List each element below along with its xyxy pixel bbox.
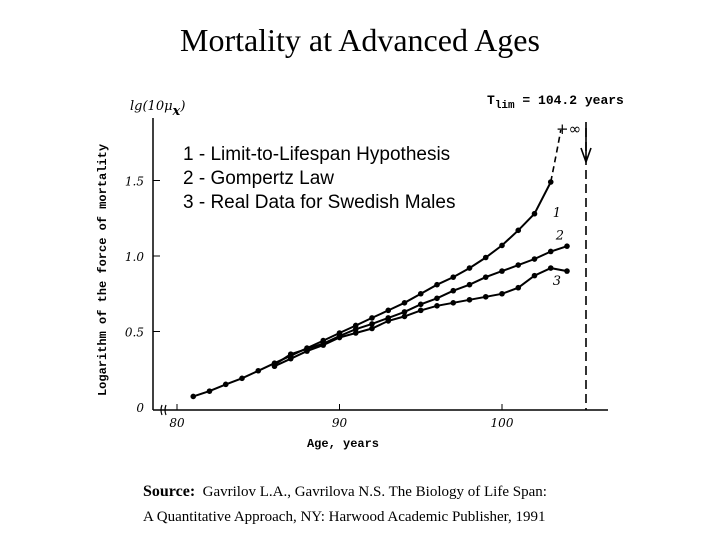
series-2-point [401,309,408,315]
series-1-point [450,274,457,280]
source-line-2: A Quantitative Approach, NY: Harwood Aca… [143,509,546,525]
series-3-point [564,268,570,274]
series-3-point [369,325,375,332]
series-1-line [192,181,552,398]
source-line-1: Source: Gavrilov L.A., Gavrilova N.S. Th… [143,483,547,501]
series-3-point [499,290,505,297]
x-tick-label: 80 [169,416,185,430]
series-2-point [450,287,457,294]
series-3-line [274,267,568,368]
series-1-point [222,381,229,388]
series-2-point [287,351,294,357]
y-tick-label: 1.5 [125,175,144,189]
series-2-point [369,321,375,327]
series-1-point [482,254,489,261]
y-tick-label: 0.5 [125,326,144,340]
series-1-point [466,265,473,271]
source-label: Source: [143,483,196,500]
series-3-label: 3 [553,274,561,289]
series-3-point [434,303,440,309]
series-2-point [547,248,554,255]
series-1-point [515,227,522,234]
legend-item-1: 1 - Limit-to-Lifespan Hypothesis [183,144,450,165]
y-axis-label: Logarithm of the force of mortality [96,144,110,396]
infinity-annotation: +∞ [556,120,581,138]
y-axis-top-label: lg(10μx) [130,99,185,119]
series-3-point [515,284,522,291]
y-tick-label: 1.0 [125,250,144,264]
series-3-point [320,342,327,348]
series-marks: 1 2 3 [190,122,592,410]
slide-title: Mortality at Advanced Ages [180,22,540,58]
series-1-point [385,307,392,314]
series-3-point [466,296,473,303]
series-1-point [531,210,538,217]
series-2-label: 2 [555,228,564,243]
tlim-annotation: Tlim = 104.2 years [487,93,624,112]
y-tick-label: 0 [136,401,144,415]
series-1-point [499,242,505,249]
legend-item-2: 2 - Gompertz Law [183,168,334,189]
series-2-point [515,262,522,268]
series-2-point [417,301,424,308]
series-3-point [417,307,424,314]
series-3-point [352,330,359,336]
series-3-point [271,363,278,370]
series-1-point [547,179,554,185]
series-1-label: 1 [553,206,561,221]
axis-break-mark [160,404,167,416]
series-1-point [369,315,375,321]
series-2-point [434,295,440,302]
series-2-point [466,281,473,288]
series-3-point [401,313,408,320]
series-1-point [401,300,408,306]
series-3-point [547,265,554,271]
series-3-point [287,355,294,362]
series-1-point [190,393,197,400]
series-1-point [255,367,262,374]
series-1-point [417,290,424,297]
series-3-point [304,348,310,354]
tlim-arrow-icon [580,122,592,165]
series-3-point [482,293,489,300]
series-3-point [450,300,457,306]
series-1-point [206,388,213,394]
series-3-point [336,334,343,341]
series-2-point [499,268,505,274]
source-citation-1: Gavrilov L.A., Gavrilova N.S. The Biolog… [202,484,547,500]
series-3-point [385,318,392,324]
x-axis-label: Age, years [307,437,379,451]
x-tick-label: 100 [491,416,514,430]
legend-item-3: 3 - Real Data for Swedish Males [183,192,455,213]
series-2-point [531,256,538,262]
series-1-asymptote [549,129,562,183]
x-tick-label: 90 [332,416,348,430]
series-1-point [239,375,245,382]
axes: 80 90 100 0 0.5 1.0 1.5 [125,118,608,430]
series-2-point [482,274,489,280]
series-3-point [531,272,538,279]
series-2-point [564,243,570,249]
series-1-point [434,281,440,288]
